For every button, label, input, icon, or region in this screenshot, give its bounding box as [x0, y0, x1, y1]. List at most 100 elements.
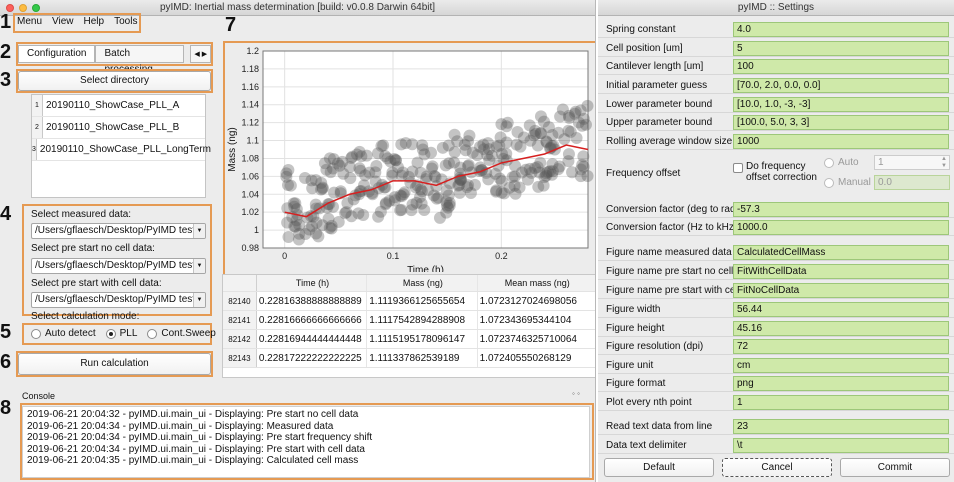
- radio-cont-sweep[interactable]: Cont.Sweep: [147, 328, 216, 339]
- measured-data-select[interactable]: /Users/gflaesch/Desktop/PyIMD test/p ▼: [31, 223, 206, 239]
- data-point: [477, 138, 490, 151]
- tab-batch-processing[interactable]: Batch processing: [95, 45, 185, 75]
- data-point: [370, 160, 383, 173]
- cancel-button[interactable]: Cancel: [722, 458, 832, 477]
- menu-item-view[interactable]: View: [52, 16, 74, 27]
- settings-row-cantilever-length-um: Cantilever length [um] 100: [598, 58, 954, 75]
- zoom-icon[interactable]: [32, 4, 40, 12]
- chevron-left-icon[interactable]: ◀: [194, 51, 200, 58]
- data-point: [377, 139, 390, 152]
- select-directory-button[interactable]: Select directory: [18, 71, 211, 91]
- radio-pll[interactable]: PLL: [105, 328, 137, 339]
- settings-row-rolling-average-window-size: Rolling average window size 1000: [598, 133, 954, 150]
- menu-item-tools[interactable]: Tools: [114, 16, 138, 27]
- upper-parameter-bound-field[interactable]: [100.0, 5.0, 3, 3]: [733, 115, 949, 130]
- frequency-offset-checkbox[interactable]: [733, 163, 743, 173]
- close-dock-icon[interactable]: ◦: [577, 389, 580, 398]
- setting-label: Cantilever length [um]: [606, 61, 704, 72]
- list-item[interactable]: 3 20190110_ShowCase_PLL_LongTerm: [32, 139, 211, 161]
- setting-label: Lower parameter bound: [606, 99, 713, 110]
- close-icon[interactable]: [6, 4, 14, 12]
- header-mean-mass[interactable]: Mean mass (ng): [504, 278, 570, 288]
- tab-configuration[interactable]: Configuration: [18, 45, 96, 63]
- figure-name-measured-data-field[interactable]: CalculatedCellMass: [733, 245, 949, 260]
- radio-manual[interactable]: Manual: [824, 177, 871, 188]
- conversion-factor-deg-to-rad-field[interactable]: -57.3: [733, 202, 949, 217]
- auto-offset-spinbox[interactable]: 1 ▲ ▼: [874, 155, 950, 170]
- table-row[interactable]: 82140 0.22816388888888889 1.111936612565…: [223, 292, 595, 311]
- radio-auto[interactable]: Auto: [824, 157, 859, 168]
- y-tick-label: 1: [254, 225, 259, 235]
- minimize-icon[interactable]: [19, 4, 27, 12]
- data-point: [462, 179, 475, 192]
- settings-row-figure-name-pre-start-no-cell: Figure name pre start no cell FitWithCell…: [598, 263, 954, 280]
- data-point: [568, 107, 581, 120]
- spring-constant-field[interactable]: 4.0: [733, 22, 949, 37]
- conversion-factor-hz-to-khz-field[interactable]: 1000.0: [733, 220, 949, 235]
- initial-parameter-guess-field[interactable]: [70.0, 2.0, 0.0, 0.0]: [733, 78, 949, 93]
- measured-data-label: Select measured data:: [31, 209, 132, 220]
- data-point: [461, 160, 474, 173]
- settings-window-title: pyIMD :: Settings: [737, 2, 815, 13]
- cantilever-length-um-field[interactable]: 100: [733, 59, 949, 74]
- data-point: [440, 199, 453, 212]
- table-row[interactable]: 82141 0.22816666666666666 1.111754289428…: [223, 311, 595, 330]
- chevron-down-icon: ▼: [193, 293, 205, 307]
- chevron-right-icon[interactable]: ▶: [201, 51, 208, 58]
- read-text-data-from-line-field[interactable]: 23: [733, 419, 949, 434]
- calc-mode-radios: Auto detect PLL Cont.Sweep: [31, 328, 226, 339]
- manual-offset-field[interactable]: 0.0: [874, 175, 950, 190]
- manual-offset-value: 0.0: [878, 177, 892, 188]
- header-time[interactable]: Time (h): [257, 275, 368, 291]
- figure-unit-field[interactable]: cm: [733, 358, 949, 373]
- figure-name-pre-start-with-cell-field[interactable]: FitNoCellData: [733, 283, 949, 298]
- data-point: [554, 110, 567, 123]
- commit-button[interactable]: Commit: [840, 458, 950, 477]
- list-item[interactable]: 1 20190110_ShowCase_PLL_A: [32, 95, 205, 117]
- prestart-with-cell-select[interactable]: /Users/gflaesch/Desktop/PyIMD test/p ▼: [31, 292, 206, 308]
- x-tick-label: 0.1: [387, 251, 400, 261]
- data-text-delimiter-field[interactable]: \t: [733, 438, 949, 453]
- run-calculation-button[interactable]: Run calculation: [18, 353, 211, 375]
- prestart-no-cell-select[interactable]: /Users/gflaesch/Desktop/PyIMD test/p ▼: [31, 258, 206, 274]
- data-point: [519, 163, 532, 176]
- data-point: [428, 170, 441, 183]
- cell-position-um-field[interactable]: 5: [733, 41, 949, 56]
- data-point: [282, 163, 295, 176]
- console-log[interactable]: 2019-06-21 20:04:32 - pyIMD.ui.main_ui -…: [22, 406, 590, 478]
- radio-auto-detect[interactable]: Auto detect: [31, 328, 96, 339]
- data-point: [534, 156, 547, 169]
- lower-parameter-bound-field[interactable]: [10.0, 1.0, -3, -3]: [733, 97, 949, 112]
- data-point: [309, 198, 322, 211]
- data-point: [292, 233, 305, 246]
- tab-scroll-arrows[interactable]: ◀ ▶: [190, 45, 211, 63]
- figure-width-field[interactable]: 56.44: [733, 302, 949, 317]
- y-tick-label: 1.1: [246, 136, 259, 146]
- data-point: [293, 218, 306, 231]
- data-point: [360, 149, 373, 162]
- figure-resolution-dpi-field[interactable]: 72: [733, 339, 949, 354]
- cell-mean-mass: 1.072343695344104: [479, 315, 572, 326]
- data-point: [344, 172, 357, 185]
- table-row[interactable]: 82143 0.22817222222222225 1.111337862539…: [223, 349, 595, 368]
- rolling-average-window-size-field[interactable]: 1000: [733, 134, 949, 149]
- data-point: [322, 212, 335, 225]
- y-tick-label: 1.18: [241, 64, 259, 74]
- window-controls: [6, 4, 40, 12]
- plot-every-nth-point-field[interactable]: 1: [733, 395, 949, 410]
- menu-item-help[interactable]: Help: [83, 16, 105, 27]
- list-item[interactable]: 2 20190110_ShowCase_PLL_B: [32, 117, 205, 139]
- data-point: [337, 167, 350, 180]
- data-point: [359, 169, 372, 182]
- header-mass[interactable]: Mass (ng): [367, 275, 478, 291]
- default-button[interactable]: Default: [604, 458, 714, 477]
- figure-format-field[interactable]: png: [733, 376, 949, 391]
- figure-height-field[interactable]: 45.16: [733, 321, 949, 336]
- spin-arrows-icon[interactable]: ▲ ▼: [941, 156, 947, 169]
- table-row[interactable]: 82142 0.22816944444444448 1.111519517809…: [223, 330, 595, 349]
- figure-name-pre-start-no-cell-field[interactable]: FitWithCellData: [733, 264, 949, 279]
- menu-item-menu[interactable]: Menu: [17, 16, 43, 27]
- data-point: [574, 104, 587, 117]
- data-point: [310, 202, 323, 215]
- float-icon[interactable]: ◦: [572, 389, 575, 398]
